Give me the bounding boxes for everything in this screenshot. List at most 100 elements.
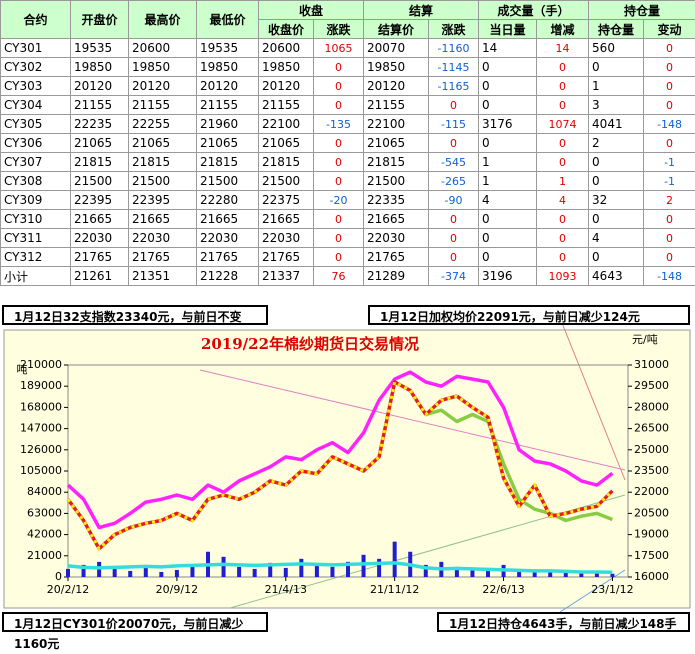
volume-bar bbox=[532, 570, 537, 577]
table-cell: 合约 bbox=[0, 0, 71, 39]
table-cell: CY307 bbox=[0, 152, 71, 172]
table-cell: -1160 bbox=[428, 38, 480, 58]
volume-bar bbox=[268, 562, 273, 577]
table-cell: 22030 bbox=[258, 228, 314, 248]
table-cell: 21665 bbox=[70, 209, 129, 229]
volume-bar bbox=[128, 570, 133, 577]
series-line bbox=[66, 370, 614, 530]
volume-bar bbox=[159, 571, 164, 577]
table-cell: 21065 bbox=[258, 133, 314, 153]
table-cell: -1165 bbox=[428, 76, 480, 96]
volume-bar bbox=[314, 564, 319, 577]
table-cell: 21155 bbox=[363, 95, 430, 115]
x-tick-label: 21/11/12 bbox=[370, 583, 419, 596]
volume-bar bbox=[486, 567, 490, 577]
series-line bbox=[425, 408, 614, 523]
volume-bar bbox=[66, 568, 70, 577]
volume-bar bbox=[252, 568, 257, 577]
volume-bar bbox=[174, 569, 179, 577]
chart-background bbox=[3, 329, 691, 609]
y-tick-label: 168000 bbox=[20, 400, 62, 413]
y-tick-label: 84000 bbox=[27, 485, 62, 498]
table-cell: CY309 bbox=[0, 190, 71, 210]
y2-tick-label: 20500 bbox=[634, 506, 669, 519]
volume-bar bbox=[470, 568, 475, 577]
table-cell: CY302 bbox=[0, 57, 71, 77]
volume-bar bbox=[143, 567, 148, 577]
y-tick-label: 21000 bbox=[27, 549, 62, 562]
volume-bar bbox=[283, 567, 288, 577]
series-line bbox=[66, 380, 614, 551]
table-cell: 21289 bbox=[363, 266, 430, 286]
annotation: 1月12日加权均价22091元，与前日减少124元 bbox=[368, 305, 690, 325]
y2-tick-label: 26500 bbox=[634, 422, 669, 435]
table-cell: 19850 bbox=[128, 57, 197, 77]
y2-tick-label: 29500 bbox=[634, 379, 669, 392]
table-cell: 小计 bbox=[0, 266, 71, 286]
volume-bar bbox=[330, 566, 335, 577]
y-tick-label: 42000 bbox=[27, 528, 62, 541]
annotation: 1月12日32支指数23340元，与前日不变 bbox=[2, 305, 268, 325]
volume-bar bbox=[454, 566, 459, 577]
volume-bar bbox=[423, 564, 428, 577]
table-cell: 21765 bbox=[258, 247, 314, 267]
y-tick-label: 210000 bbox=[20, 358, 62, 371]
y-tick-label: 126000 bbox=[20, 443, 62, 456]
y2-tick-label: 16000 bbox=[634, 570, 669, 583]
table-cell: 3196 bbox=[478, 266, 538, 286]
volume-bar bbox=[517, 569, 522, 577]
table-cell: 22280 bbox=[196, 190, 259, 210]
table-cell: 20120 bbox=[258, 76, 314, 96]
volume-bar bbox=[579, 571, 584, 577]
volume-bar bbox=[237, 566, 242, 577]
table-cell: 涨跌 bbox=[428, 19, 480, 39]
table-cell: 4643 bbox=[588, 266, 645, 286]
volume-bar bbox=[190, 564, 195, 577]
table-cell: 21337 bbox=[258, 266, 314, 286]
quote-table: 合约 开盘价 最高价 最低价 收盘 结算 成交量（手） 持仓量 收盘价 涨跌 结算价 涨跌 当日量 增减持… bbox=[0, 0, 695, 286]
table-cell: 21960 bbox=[196, 114, 259, 134]
annotation: 1月12日持仓4643手，与前日减少148手 bbox=[437, 612, 690, 632]
y2-tick-label: 23500 bbox=[634, 464, 669, 477]
y-tick-label: 105000 bbox=[20, 464, 62, 477]
series-line bbox=[67, 561, 613, 575]
y2-tick-label: 22000 bbox=[634, 485, 669, 498]
y2-tick-label: 25000 bbox=[634, 443, 669, 456]
table-cell: CY304 bbox=[0, 95, 71, 115]
volume-bar bbox=[392, 541, 397, 577]
table-cell: 19850 bbox=[196, 57, 259, 77]
y-tick-label: 63000 bbox=[27, 506, 62, 519]
table-cell: 1093 bbox=[536, 266, 590, 286]
table-cell: 14 bbox=[536, 38, 590, 58]
y-tick-label: 147000 bbox=[20, 422, 62, 435]
y2-tick-label: 28000 bbox=[634, 400, 669, 413]
volume-bar bbox=[548, 571, 553, 577]
table-cell: -374 bbox=[428, 266, 480, 286]
volume-bar bbox=[594, 570, 599, 577]
table-cell: 0 bbox=[536, 228, 590, 248]
table-cell: 结算价 bbox=[363, 19, 430, 39]
connector bbox=[559, 317, 626, 481]
table-cell: CY305 bbox=[0, 114, 71, 134]
table-cell: 19850 bbox=[363, 57, 430, 77]
y-axis-label: 吨 bbox=[17, 363, 28, 376]
volume-bar bbox=[299, 558, 304, 577]
table-cell: 21228 bbox=[196, 266, 259, 286]
volume-bar bbox=[81, 564, 86, 577]
table-cell: 21815 bbox=[128, 152, 197, 172]
y2-tick-label: 31000 bbox=[634, 358, 669, 371]
table-cell: CY311 bbox=[0, 228, 71, 248]
table-cell: 收盘 bbox=[257, 0, 365, 20]
table-cell: 21665 bbox=[363, 209, 430, 229]
volume-bar bbox=[221, 556, 226, 577]
table-cell: CY308 bbox=[0, 171, 71, 191]
table-cell: 32 bbox=[588, 190, 645, 210]
table-cell: CY301 bbox=[0, 38, 71, 58]
volume-bar bbox=[563, 572, 568, 577]
table-cell: 21065 bbox=[363, 133, 430, 153]
chart-title: 2019/22年棉纱期货日交易情况 bbox=[201, 335, 419, 353]
annotation: 1月12日CY301价20070元，与前日减少1160元 bbox=[2, 612, 268, 651]
table-cell: 21155 bbox=[258, 95, 314, 115]
volume-bar bbox=[346, 561, 350, 577]
y2-axis-label: 元/吨 bbox=[632, 333, 658, 346]
